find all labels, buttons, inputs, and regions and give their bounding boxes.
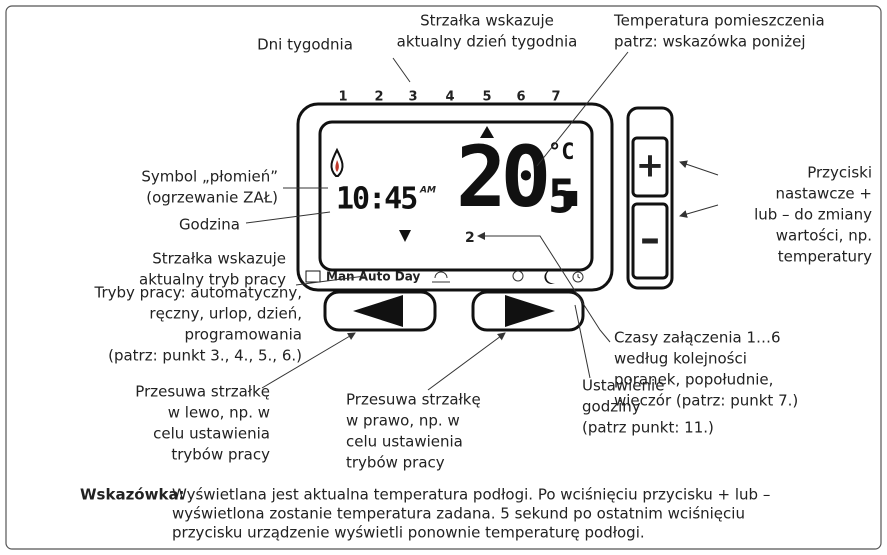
frame bbox=[5, 5, 882, 550]
label-line: poranek, popołudnie, bbox=[614, 371, 773, 389]
leader bbox=[427, 332, 506, 391]
label-line: programowania bbox=[184, 326, 302, 344]
day-number: 7 bbox=[551, 90, 560, 105]
label-line: Strzałka wskazuje bbox=[420, 12, 554, 30]
lcd-unit: °C bbox=[548, 140, 575, 165]
label-line: według kolejności bbox=[614, 350, 747, 368]
day-arrow bbox=[480, 126, 494, 138]
sun-icon bbox=[512, 270, 524, 282]
leader bbox=[679, 204, 719, 218]
label-line: nastawcze + bbox=[775, 185, 872, 203]
clock-hand bbox=[577, 274, 581, 279]
leader bbox=[245, 211, 331, 224]
day-number: 3 bbox=[408, 90, 417, 105]
leader bbox=[536, 51, 629, 167]
note-line: Wyświetlana jest aktualna temperatura po… bbox=[172, 486, 770, 504]
label-line: w prawo, np. w bbox=[346, 412, 460, 430]
left-arrow bbox=[353, 295, 403, 327]
right-arrow bbox=[505, 295, 555, 327]
note-heading: Wskazówka: bbox=[80, 486, 185, 504]
lcd-time: 10:45 bbox=[336, 182, 417, 217]
flame-core bbox=[335, 160, 339, 172]
label-line: Przesuwa strzałkę bbox=[346, 391, 481, 409]
day-number: 5 bbox=[482, 90, 491, 105]
leaders bbox=[245, 51, 719, 391]
leader bbox=[679, 160, 719, 176]
leader bbox=[574, 304, 591, 379]
label-line: Symbol „płomień” bbox=[141, 168, 278, 186]
label-line: (ogrzewanie ZAŁ) bbox=[146, 189, 278, 207]
suitcase-icon bbox=[305, 270, 321, 283]
label-line: temperatury bbox=[778, 248, 872, 266]
label-line: Czasy załączenia 1…6 bbox=[614, 329, 781, 347]
lcd-ampm: AM bbox=[419, 186, 436, 196]
label-line: wieczór (patrz: punkt 7.) bbox=[614, 392, 798, 410]
label-line: trybów pracy bbox=[346, 454, 445, 472]
lcd bbox=[318, 120, 594, 272]
day-number: 1 bbox=[338, 90, 347, 105]
label-line: Ustawienie bbox=[582, 377, 664, 395]
lcd-modes: Man Auto Day bbox=[326, 270, 420, 284]
plus-sign: + bbox=[636, 146, 665, 186]
minus-button[interactable] bbox=[631, 202, 669, 280]
label: Dni tygodnia bbox=[257, 36, 353, 54]
day-number: 2 bbox=[374, 90, 383, 105]
label-line: (patrz: punkt 3., 4., 5., 6.) bbox=[108, 347, 302, 365]
label-line: aktualny dzień tygodnia bbox=[397, 33, 578, 51]
label-line: aktualny tryb pracy bbox=[139, 271, 286, 289]
label-line: Temperatura pomieszczenia bbox=[613, 12, 825, 30]
label-line: w lewo, np. w bbox=[168, 404, 270, 422]
lcd-temp: 20. bbox=[456, 128, 590, 226]
note-line: wyświetlona zostanie temperatura zadana.… bbox=[172, 505, 745, 523]
sunset-icon bbox=[432, 271, 450, 283]
label-line: trybów pracy bbox=[171, 446, 270, 464]
label-line: lub – do zmiany bbox=[754, 206, 872, 224]
day-number: 4 bbox=[445, 90, 454, 105]
label-line: wartości, np. bbox=[776, 227, 872, 245]
lcd-period: 2 bbox=[465, 230, 475, 246]
label-line: patrz: wskazówka poniżej bbox=[614, 33, 806, 51]
plus-button[interactable] bbox=[631, 136, 669, 198]
minus-sign: – bbox=[640, 216, 660, 262]
leader bbox=[261, 332, 356, 389]
lcd-temp-decimal: 5 bbox=[548, 170, 576, 224]
label-line: celu ustawienia bbox=[153, 425, 270, 443]
note-line: przycisku urządzenie wyświetli ponownie … bbox=[172, 524, 645, 542]
label-line: Przyciski bbox=[807, 164, 872, 182]
day-number: 6 bbox=[516, 90, 525, 105]
label-line: Przesuwa strzałkę bbox=[135, 383, 270, 401]
clock-icon bbox=[572, 271, 584, 283]
moon-icon bbox=[544, 270, 555, 284]
label-line: Tryby pracy: automatyczny, bbox=[94, 284, 303, 302]
label-line: celu ustawienia bbox=[346, 433, 463, 451]
leader bbox=[477, 232, 611, 343]
label-line: Strzałka wskazuje bbox=[152, 250, 286, 268]
leader bbox=[295, 275, 366, 286]
label-line: godziny bbox=[582, 398, 641, 416]
label: Godzina bbox=[179, 216, 240, 234]
label-line: ręczny, urlop, dzień, bbox=[149, 305, 302, 323]
leader bbox=[392, 57, 411, 83]
mode-arrow bbox=[399, 230, 411, 242]
label-line: (patrz punkt: 11.) bbox=[582, 419, 714, 437]
